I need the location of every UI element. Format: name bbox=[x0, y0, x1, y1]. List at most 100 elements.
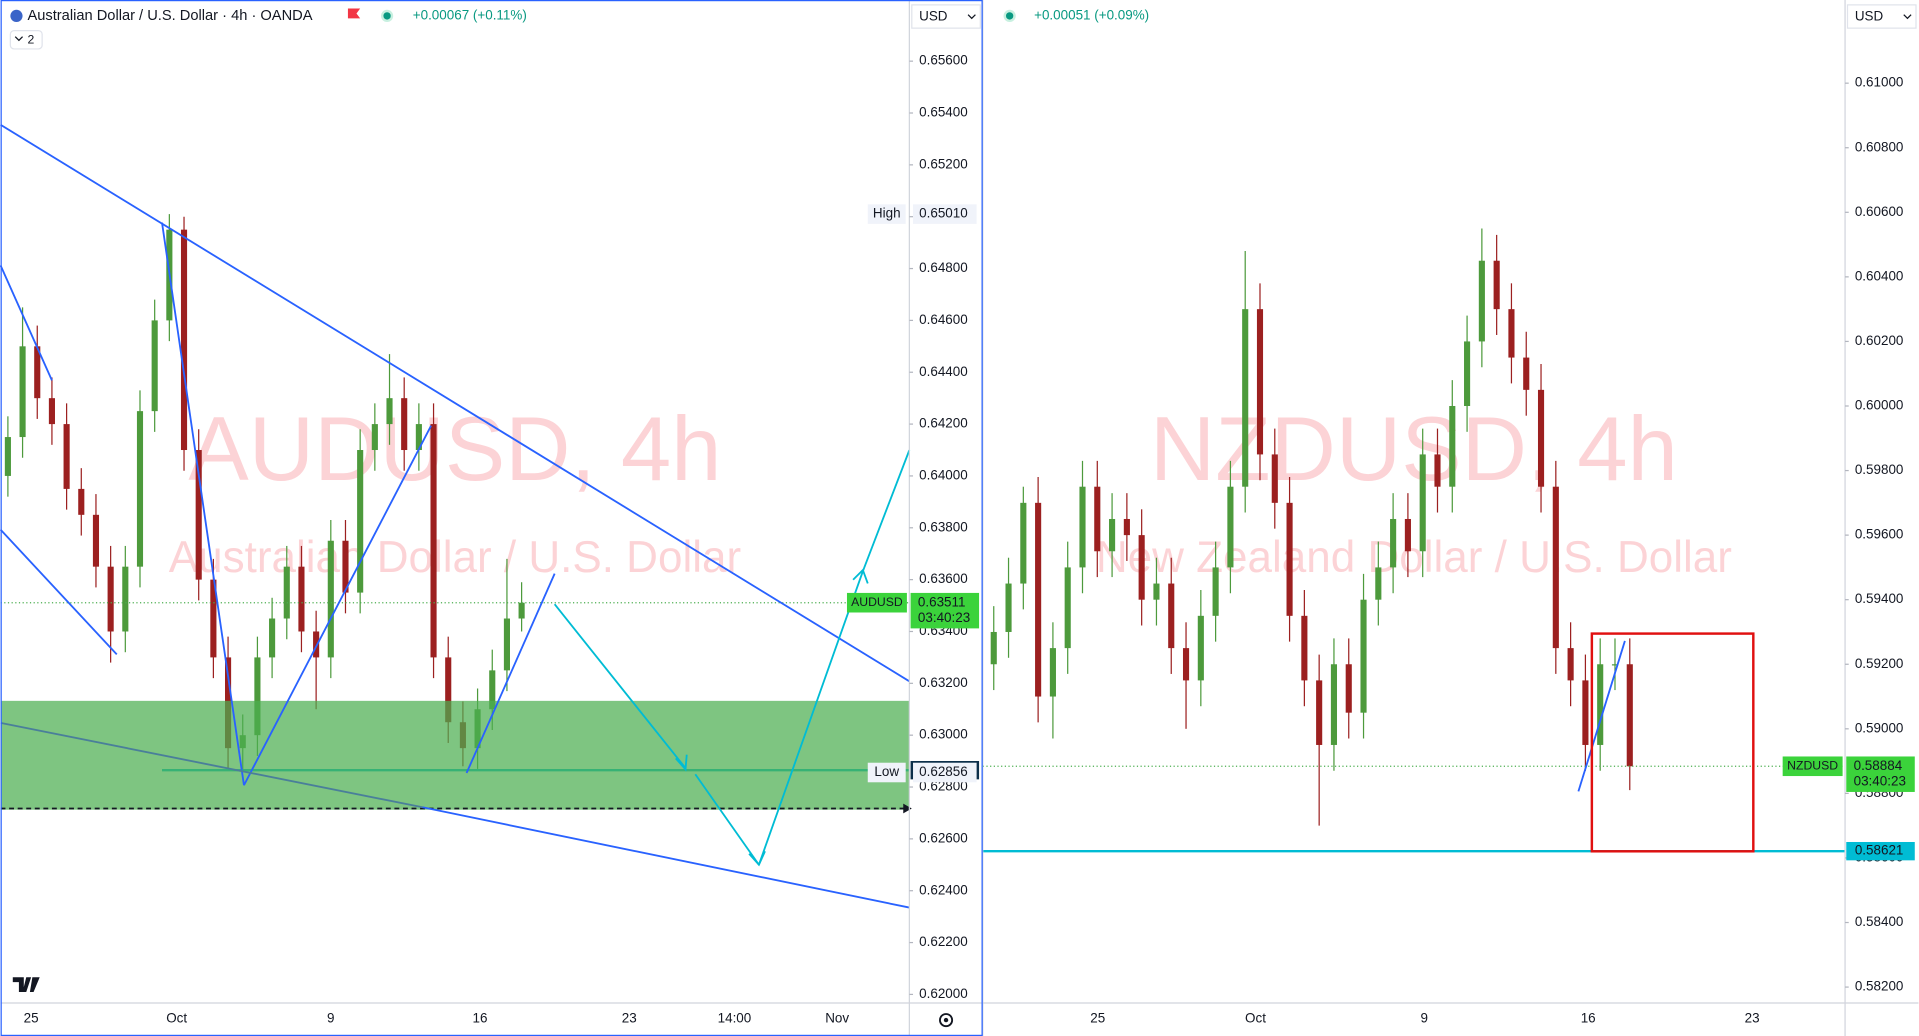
candle-body bbox=[136, 411, 144, 567]
candle-body bbox=[78, 488, 85, 515]
trendline bbox=[422, 806, 910, 909]
candle-body bbox=[445, 657, 452, 723]
status-dot bbox=[1005, 12, 1014, 20]
indicator-count: 2 bbox=[27, 33, 34, 47]
trendline bbox=[0, 123, 910, 683]
y-tick-label: 0.59600 bbox=[1855, 527, 1904, 542]
symbol-tag bbox=[846, 592, 907, 613]
candle-body bbox=[122, 566, 129, 632]
candle-body bbox=[1286, 502, 1293, 616]
y-tick-label: 0.60600 bbox=[1855, 204, 1904, 219]
y-tick-label: 0.62000 bbox=[919, 986, 968, 1001]
trendline bbox=[161, 222, 245, 786]
y-tick-label: 0.60400 bbox=[1855, 268, 1904, 283]
y-tick-label: 0.64200 bbox=[919, 416, 968, 431]
candle-body bbox=[195, 450, 202, 580]
candle-body bbox=[1493, 260, 1500, 310]
high-price: 0.65010 bbox=[919, 206, 968, 221]
currency-dropdown[interactable] bbox=[1846, 4, 1917, 29]
candle-body bbox=[48, 398, 55, 425]
candle-body bbox=[210, 579, 217, 658]
trendline bbox=[0, 721, 423, 809]
x-tick-label: Oct bbox=[166, 1010, 187, 1025]
candle-body bbox=[1256, 309, 1264, 455]
symbol-tag-label: AUDUSD bbox=[851, 595, 903, 609]
x-tick-label: 16 bbox=[473, 1010, 488, 1025]
active-panel-frame bbox=[0, 0, 983, 1036]
last-price: 0.58884 bbox=[1854, 758, 1903, 773]
candle-body bbox=[1079, 486, 1086, 568]
y-tick-label: 0.59000 bbox=[1855, 720, 1904, 735]
y-tick-label: 0.65200 bbox=[919, 156, 968, 171]
candle-body bbox=[1626, 664, 1633, 767]
candle-body bbox=[401, 398, 408, 451]
candle-body bbox=[386, 398, 393, 425]
trendline bbox=[243, 425, 432, 786]
brand-logo[interactable] bbox=[12, 977, 40, 992]
candle-body bbox=[1227, 486, 1234, 568]
candle-body bbox=[34, 346, 41, 399]
settings-gear[interactable] bbox=[939, 1013, 954, 1028]
y-tick-label: 0.63800 bbox=[919, 519, 968, 534]
trendline bbox=[465, 573, 556, 774]
candle-body bbox=[430, 424, 437, 658]
y-tick-label: 0.59800 bbox=[1855, 462, 1904, 477]
candle-body bbox=[1123, 518, 1130, 536]
chevron bbox=[1903, 14, 1912, 20]
chevron bbox=[14, 36, 24, 42]
y-tick-label: 0.62200 bbox=[919, 934, 968, 949]
candle-body bbox=[357, 450, 364, 593]
candle-body bbox=[1390, 518, 1397, 568]
trendline bbox=[1577, 640, 1626, 792]
candle-body bbox=[269, 618, 276, 658]
y-tick-label: 0.64800 bbox=[919, 260, 968, 275]
y-tick-label: 0.60800 bbox=[1855, 139, 1904, 154]
trendlines bbox=[0, 123, 1626, 909]
watermark-title: NZDUSD, 4h bbox=[1150, 399, 1678, 500]
price-tag bbox=[910, 592, 980, 629]
low-label: Low bbox=[874, 764, 899, 779]
candle-body bbox=[503, 618, 510, 671]
candle-body bbox=[1537, 389, 1545, 487]
y-tick-label: 0.65600 bbox=[919, 53, 968, 68]
candle-body bbox=[313, 631, 320, 658]
candle-body bbox=[342, 540, 349, 593]
currency-label[interactable]: USD bbox=[1855, 9, 1884, 24]
candle-body bbox=[415, 424, 422, 451]
candle-body bbox=[1271, 454, 1278, 503]
candle-body bbox=[1049, 648, 1056, 697]
candle-body bbox=[1434, 454, 1441, 487]
candle-body bbox=[1478, 260, 1485, 342]
level-price: 0.58621 bbox=[1855, 843, 1904, 858]
candle-body bbox=[1212, 567, 1219, 616]
price-change: +0.00067 (+0.11%) bbox=[413, 7, 527, 22]
candle-body bbox=[1582, 680, 1589, 745]
symbol-tag bbox=[1782, 756, 1843, 777]
symbol-title: Australian Dollar / U.S. Dollar · 4h · O… bbox=[27, 8, 312, 24]
y-tick-label: 0.64600 bbox=[919, 312, 968, 327]
candle-body bbox=[92, 514, 100, 567]
candle-body bbox=[151, 320, 158, 412]
status-dot bbox=[383, 12, 391, 20]
level-tag bbox=[1846, 841, 1915, 861]
y-tick-label: 0.63600 bbox=[919, 571, 968, 586]
currency-dropdown[interactable] bbox=[911, 4, 981, 29]
candle-body bbox=[990, 631, 997, 665]
y-tick-label: 0.62800 bbox=[919, 779, 968, 794]
x-tick-label: 23 bbox=[1745, 1010, 1760, 1025]
indicator-toggle[interactable] bbox=[9, 29, 43, 50]
projection-leg bbox=[553, 603, 687, 769]
watermark-subtitle: New Zealand Dollar / U.S. Dollar bbox=[1096, 533, 1732, 582]
high-price-box bbox=[913, 204, 977, 224]
candle-body bbox=[4, 437, 11, 476]
high-label: High bbox=[873, 206, 901, 221]
y-tick-label: 0.58200 bbox=[1855, 979, 1904, 994]
currency-label[interactable]: USD bbox=[919, 9, 948, 24]
candle-body bbox=[1182, 648, 1190, 681]
x-tick-label: 9 bbox=[1421, 1010, 1428, 1025]
chevron bbox=[967, 14, 976, 20]
flag-icon[interactable] bbox=[347, 8, 361, 19]
